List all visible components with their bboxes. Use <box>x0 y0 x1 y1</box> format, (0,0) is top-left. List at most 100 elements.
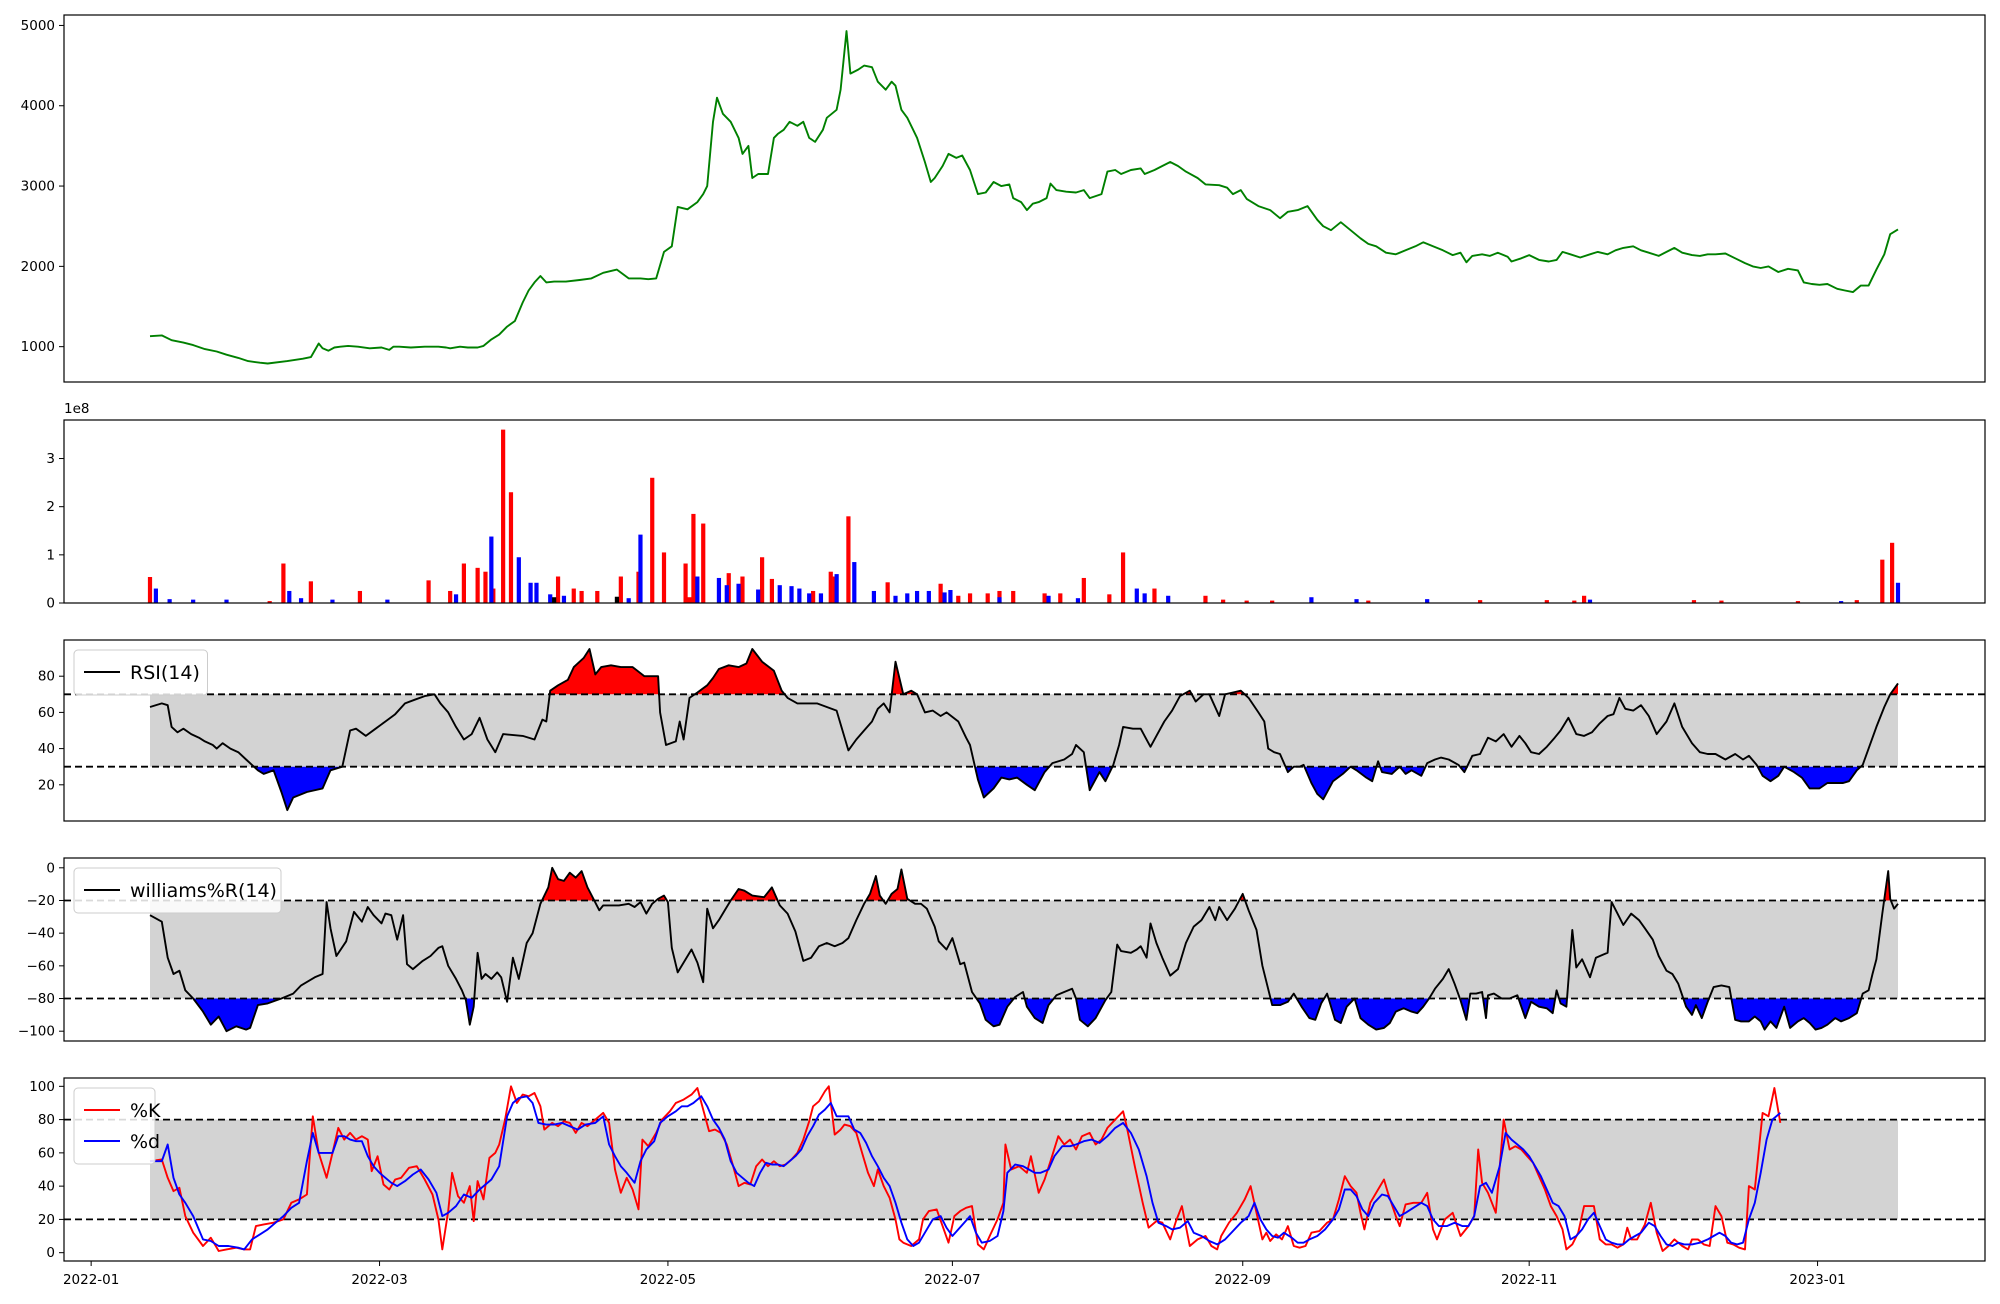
oversold-fill <box>253 766 343 811</box>
volume-bar-down <box>695 576 700 603</box>
volume-bar-down <box>914 590 920 603</box>
volume-bar-down <box>942 592 947 603</box>
volume-bar-up <box>811 590 816 603</box>
volume-bar-down <box>871 590 877 603</box>
volume-bar-up <box>618 576 623 603</box>
volume-bar-down <box>905 593 910 603</box>
x-tick-label: 2022-07 <box>924 1272 980 1288</box>
volume-bar-down <box>1839 601 1844 603</box>
y-tick-label: 80 <box>38 1112 55 1128</box>
oversold-fill <box>1354 998 1430 1030</box>
volume-bar-up <box>1042 593 1047 603</box>
oversold-fill <box>1518 998 1556 1019</box>
volume-bar-down <box>1142 593 1147 603</box>
x-tick-label: 2022-01 <box>63 1272 119 1288</box>
x-tick-label: 2022-05 <box>640 1272 696 1288</box>
volume-bar-up <box>1244 600 1249 603</box>
y-tick-label: 5000 <box>21 18 55 34</box>
volume-bar-down <box>528 582 533 603</box>
axes-frame <box>63 639 1986 822</box>
volume-bar-up <box>483 571 488 603</box>
volume-bar-down <box>789 586 794 603</box>
volume-bar-up <box>448 590 453 603</box>
y-tick-label: 20 <box>38 777 55 793</box>
volume-bar-up <box>1120 552 1126 603</box>
legend: %K %d <box>73 1087 161 1165</box>
volume-bar-up <box>555 576 561 603</box>
x-tick-label: 2022-03 <box>351 1272 407 1288</box>
volume-bar-up <box>461 563 466 603</box>
neutral-band <box>150 900 1898 999</box>
y-tick-label: 0 <box>46 1245 55 1261</box>
volume-bar-down <box>756 589 761 603</box>
y-tick-label: 0 <box>46 860 55 876</box>
oversold-fill <box>1024 998 1054 1024</box>
volume-bar-down <box>1354 599 1359 603</box>
volume-bar-down <box>1046 595 1051 603</box>
volume-bar-down <box>926 590 931 603</box>
legend-label: RSI(14) <box>130 662 200 684</box>
y-offset-label: 1e8 <box>64 401 89 417</box>
volume-bar-up <box>1221 599 1226 603</box>
volume-bar-down <box>997 597 1002 603</box>
oversold-fill <box>1075 998 1107 1027</box>
volume-bar-up <box>1081 577 1086 603</box>
volume-bar-up <box>1270 600 1275 603</box>
volume-bar-down <box>1587 599 1593 603</box>
volume-bar-down <box>287 590 292 603</box>
volume-bar-up <box>357 590 363 603</box>
volume-bar-down <box>807 593 812 603</box>
series-line-williams-r-14- <box>149 866 1899 1033</box>
y-tick-label: −20 <box>27 893 56 909</box>
volume-bar-down <box>561 595 567 603</box>
volume-bar-up <box>508 492 514 603</box>
axes-frame <box>63 419 1986 604</box>
volume-bar-up <box>579 590 584 603</box>
volume-bar-down <box>330 599 335 603</box>
y-tick-label: −100 <box>18 1024 55 1040</box>
volume-bar-down <box>1309 597 1314 603</box>
volume-bar-down <box>948 589 953 603</box>
volume-bar-up <box>501 429 506 603</box>
volume-bar-up <box>1880 559 1885 603</box>
y-tick-label: 3000 <box>21 179 55 195</box>
oversold-fill <box>1757 766 1785 782</box>
overbought-fill <box>541 867 595 901</box>
volume-bar-down <box>736 583 741 603</box>
volume-bar-up <box>828 571 833 603</box>
volume-bar-up <box>1854 600 1859 603</box>
axes-frame <box>63 857 1986 1042</box>
volume-bar-up <box>650 477 655 603</box>
volume-bar-up <box>997 590 1002 603</box>
y-tick-label: 0 <box>46 596 55 612</box>
series-line-price <box>149 30 1899 365</box>
y-tick-label: 60 <box>38 1145 55 1161</box>
volume-bar-down <box>716 577 722 603</box>
volume-bar-up <box>308 581 313 603</box>
y-tick-label: 60 <box>38 705 55 721</box>
volume-bar-up <box>1011 590 1016 603</box>
volume-bar-up <box>1366 600 1371 603</box>
volume-bar-up <box>1058 593 1063 603</box>
volume-bar-down <box>834 574 839 603</box>
legend-label: williams%R(14) <box>130 880 277 902</box>
volume-bar-up <box>691 513 696 603</box>
volume-bar-up <box>1544 600 1549 603</box>
volume-bar-down <box>852 562 857 603</box>
series-line-rsi-14- <box>149 648 1899 812</box>
y-tick-label: 2 <box>46 499 55 515</box>
y-tick-label: 4000 <box>21 98 55 114</box>
volume-bar-down <box>453 594 459 603</box>
legend-box <box>73 867 282 914</box>
volume-bar-down <box>548 594 553 603</box>
oversold-fill <box>1296 998 1325 1020</box>
oversold-fill <box>975 766 1050 798</box>
axes-frame <box>63 14 1986 383</box>
panel-3: 20 40 60 80 RSI(14) <box>38 639 1986 822</box>
neutral-band <box>150 694 1898 767</box>
panel-2: 0 1 2 3 1e8 <box>46 401 1986 612</box>
series-line--d <box>150 1095 1781 1251</box>
panel-1: 1000 2000 3000 4000 5000 <box>21 14 1986 383</box>
overbought-fill <box>549 649 660 695</box>
